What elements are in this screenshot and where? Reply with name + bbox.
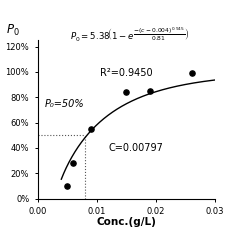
Text: $P_0$: $P_0$ — [6, 23, 19, 38]
Point — [189, 71, 193, 75]
Text: R²=0.9450: R²=0.9450 — [100, 69, 152, 79]
Point — [71, 161, 75, 165]
Text: C=0.00797: C=0.00797 — [108, 143, 163, 153]
Text: P₀=50%: P₀=50% — [45, 99, 84, 109]
X-axis label: Conc.(g/L): Conc.(g/L) — [96, 217, 156, 227]
Point — [89, 127, 92, 131]
Point — [65, 184, 69, 188]
Point — [124, 90, 128, 94]
Point — [148, 89, 151, 93]
Text: $P_0=5.38\!\left(1-e^{\dfrac{-(c-0.004)^{0.945}}{0.81}}\right)$: $P_0=5.38\!\left(1-e^{\dfrac{-(c-0.004)^… — [70, 26, 189, 45]
